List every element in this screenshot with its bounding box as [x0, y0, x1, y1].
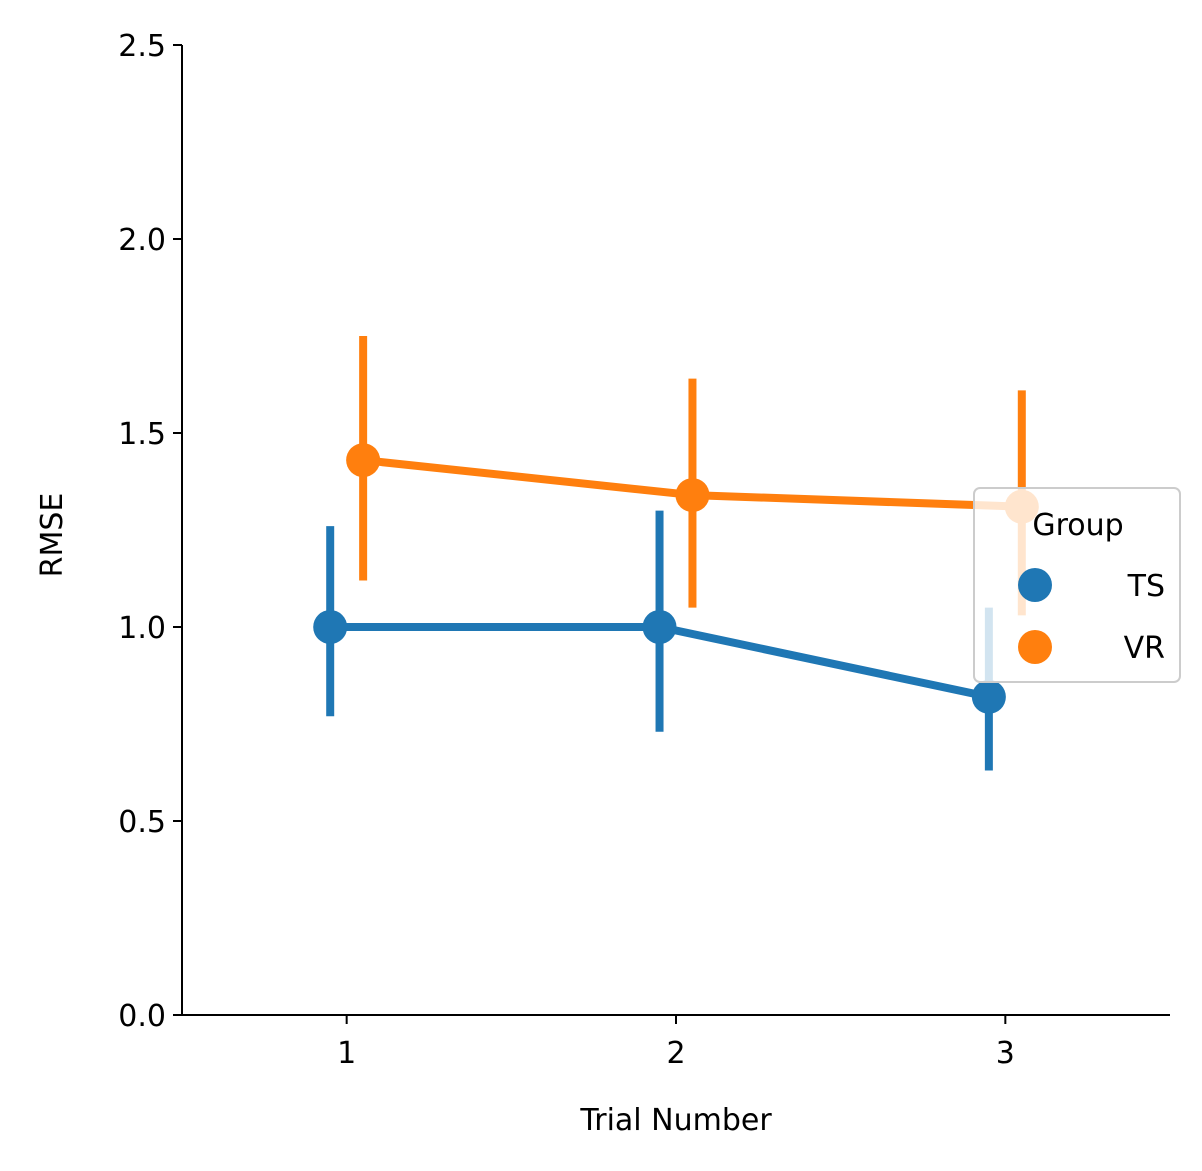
y-axis-label: RMSE — [35, 493, 70, 578]
y-tick-label: 0.0 — [118, 999, 166, 1034]
legend-item-vr: VR — [1018, 630, 1165, 666]
legend-marker — [1018, 568, 1052, 602]
series-vr — [346, 336, 1039, 616]
axes: 0.0 0.5 1.0 1.5 2.0 2.5 1 2 3 — [118, 29, 1170, 1071]
y-tick-label: 0.5 — [118, 805, 166, 840]
data-point — [642, 610, 677, 644]
legend-label: VR — [1124, 631, 1165, 666]
data-point — [346, 443, 381, 478]
series-ts — [313, 510, 1006, 771]
y-tick-label: 1.0 — [118, 611, 166, 646]
y-tick-label: 2.5 — [118, 29, 166, 64]
y-tick-label: 2.0 — [118, 223, 166, 258]
x-tick-label: 2 — [666, 1036, 685, 1071]
legend-items: TS VR — [1018, 568, 1165, 666]
legend: Group TS VR — [973, 487, 1181, 683]
x-tick-label: 3 — [996, 1036, 1015, 1071]
data-point — [313, 610, 348, 644]
legend-item-ts: TS — [1018, 568, 1165, 604]
plot-area — [313, 336, 1039, 771]
y-tick-label: 1.5 — [118, 417, 166, 452]
legend-title: Group — [1032, 508, 1123, 543]
data-point — [971, 679, 1006, 714]
x-axis-label: Trial Number — [579, 1103, 772, 1138]
x-ticks: 1 2 3 — [337, 1015, 1015, 1071]
x-tick-label: 1 — [337, 1036, 356, 1071]
legend-label: TS — [1127, 569, 1165, 604]
data-point — [675, 478, 710, 513]
y-ticks: 0.0 0.5 1.0 1.5 2.0 2.5 — [118, 29, 182, 1034]
legend-marker — [1018, 630, 1052, 664]
